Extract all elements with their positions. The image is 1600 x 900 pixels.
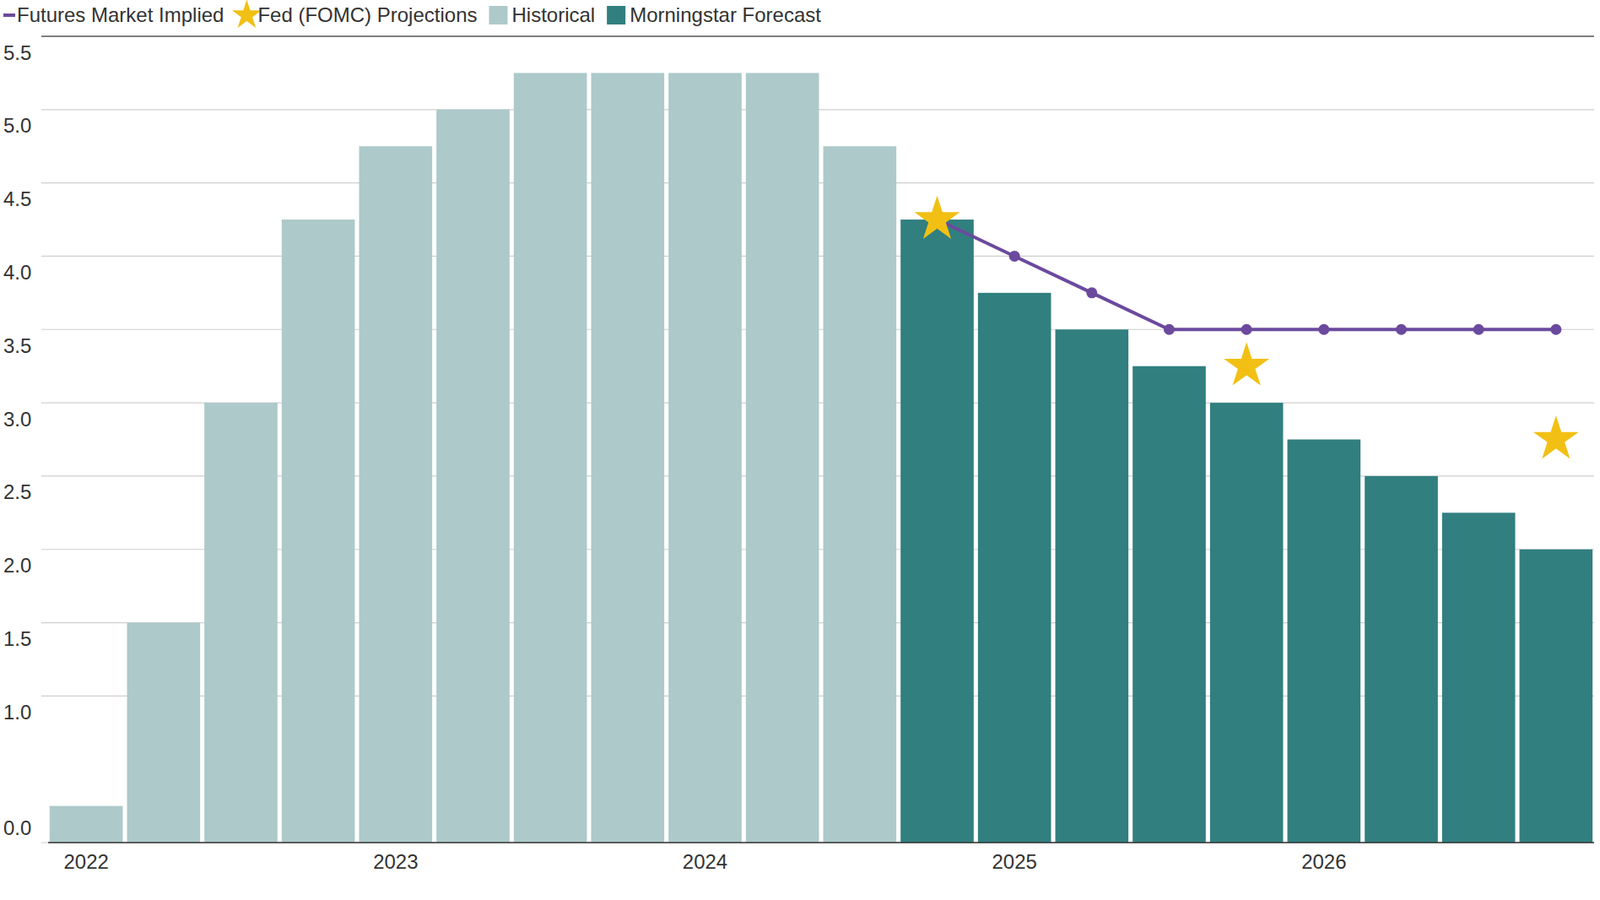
- y-tick: 3.0: [3, 403, 32, 431]
- bar: [1442, 512, 1516, 843]
- line-marker: [1318, 324, 1330, 336]
- y-tick-label: 5.5: [3, 41, 32, 65]
- y-tick-label: 0.0: [3, 816, 32, 839]
- x-tick: 2024: [682, 842, 728, 873]
- line-marker: [1473, 324, 1485, 336]
- y-tick-label: 3.5: [3, 334, 32, 357]
- chart: 0.01.01.52.02.53.03.54.04.55.05.52022202…: [0, 0, 1600, 900]
- y-tick: 5.0: [3, 109, 32, 137]
- series-bar: [900, 219, 1593, 843]
- grid-line: [41, 841, 1595, 843]
- bar: [978, 292, 1052, 843]
- y-tick-label: 1.5: [3, 627, 32, 650]
- bar: [204, 402, 278, 843]
- bar: [1287, 439, 1362, 844]
- line-marker: [1395, 324, 1407, 336]
- y-tick: 5.5: [3, 37, 32, 65]
- bar: [1132, 366, 1206, 843]
- legend-item: Morningstar Forecast: [606, 3, 822, 27]
- legend-item: Historical: [488, 3, 595, 27]
- bar: [823, 145, 898, 843]
- legend-item: Futures Market Implied: [3, 3, 224, 27]
- y-tick-label: 4.5: [3, 187, 32, 211]
- y-tick: 1.5: [3, 622, 32, 650]
- bar: [1055, 329, 1130, 843]
- marks: [49, 72, 1593, 843]
- line-marker: [1163, 324, 1175, 336]
- bar: [49, 805, 124, 843]
- legend-swatch: [606, 5, 626, 25]
- legend-swatch: [3, 13, 16, 17]
- bar: [513, 72, 588, 843]
- y-tick-label: 4.0: [3, 260, 32, 284]
- y-tick-label: 2.0: [3, 553, 32, 577]
- y-tick-label: 2.5: [3, 480, 32, 503]
- x-tick-label: 2025: [991, 849, 1037, 873]
- y-tick: 0.0: [3, 816, 32, 844]
- bar: [281, 219, 356, 843]
- legend-item: Fed (FOMC) Projections: [232, 0, 478, 28]
- y-tick: 4.0: [3, 256, 32, 284]
- y-tick-label: 3.0: [3, 407, 32, 431]
- y-tick: 1.0: [3, 696, 32, 724]
- legend: Futures Market Implied Fed (FOMC) Project…: [3, 0, 822, 28]
- bar: [745, 72, 820, 843]
- legend-swatch: [488, 5, 508, 25]
- y-tick: 2.0: [3, 549, 32, 577]
- x-tick: 2023: [372, 842, 418, 873]
- x-tick-label: 2024: [682, 849, 728, 873]
- bar: [591, 72, 665, 843]
- bar: [359, 145, 433, 843]
- point: [914, 195, 961, 239]
- bar: [436, 109, 510, 843]
- bar: [1519, 549, 1594, 843]
- x-tick-label: 2023: [372, 849, 418, 873]
- bar: [900, 219, 974, 843]
- x-tick: 2026: [1301, 842, 1346, 873]
- x-axis-line: [48, 841, 1595, 844]
- y-axis: 0.0 1.0 1.5 2.0 2.5 3.0 3.5 4.0 4.5 5.0 5.5: [3, 37, 32, 844]
- line-marker: [1086, 286, 1098, 298]
- x-tick-label: 2022: [63, 849, 109, 873]
- bar: [668, 72, 742, 843]
- x-tick: 2022: [63, 842, 109, 873]
- legend-label: Fed (FOMC) Projections: [257, 3, 477, 27]
- point: [1223, 341, 1270, 385]
- line-marker: [1241, 324, 1253, 336]
- y-tick-label: 5.0: [3, 113, 32, 137]
- bar: [1210, 402, 1284, 843]
- y-tick-label: 1.0: [3, 700, 32, 724]
- x-tick-label: 2026: [1301, 849, 1346, 873]
- point: [1533, 415, 1579, 459]
- legend-label: Morningstar Forecast: [629, 3, 822, 27]
- legend-label: Futures Market Implied: [16, 3, 224, 27]
- y-tick: 2.5: [3, 475, 32, 503]
- y-tick: 4.5: [3, 183, 32, 211]
- grid-line: [41, 35, 1595, 38]
- series-bar: [49, 72, 897, 843]
- y-tick: 3.5: [3, 329, 32, 357]
- series-line: [931, 214, 1562, 336]
- bar: [1364, 475, 1438, 843]
- legend-label: Historical: [511, 3, 595, 27]
- line-marker: [1009, 250, 1021, 262]
- x-axis: 2022 2023 2024 2025 2026: [48, 842, 1595, 873]
- series-scatter: [914, 195, 1579, 460]
- grid: [41, 36, 1595, 843]
- line-marker: [1550, 324, 1562, 336]
- x-tick: 2025: [991, 842, 1037, 873]
- bar: [127, 622, 201, 843]
- line: [937, 219, 1557, 330]
